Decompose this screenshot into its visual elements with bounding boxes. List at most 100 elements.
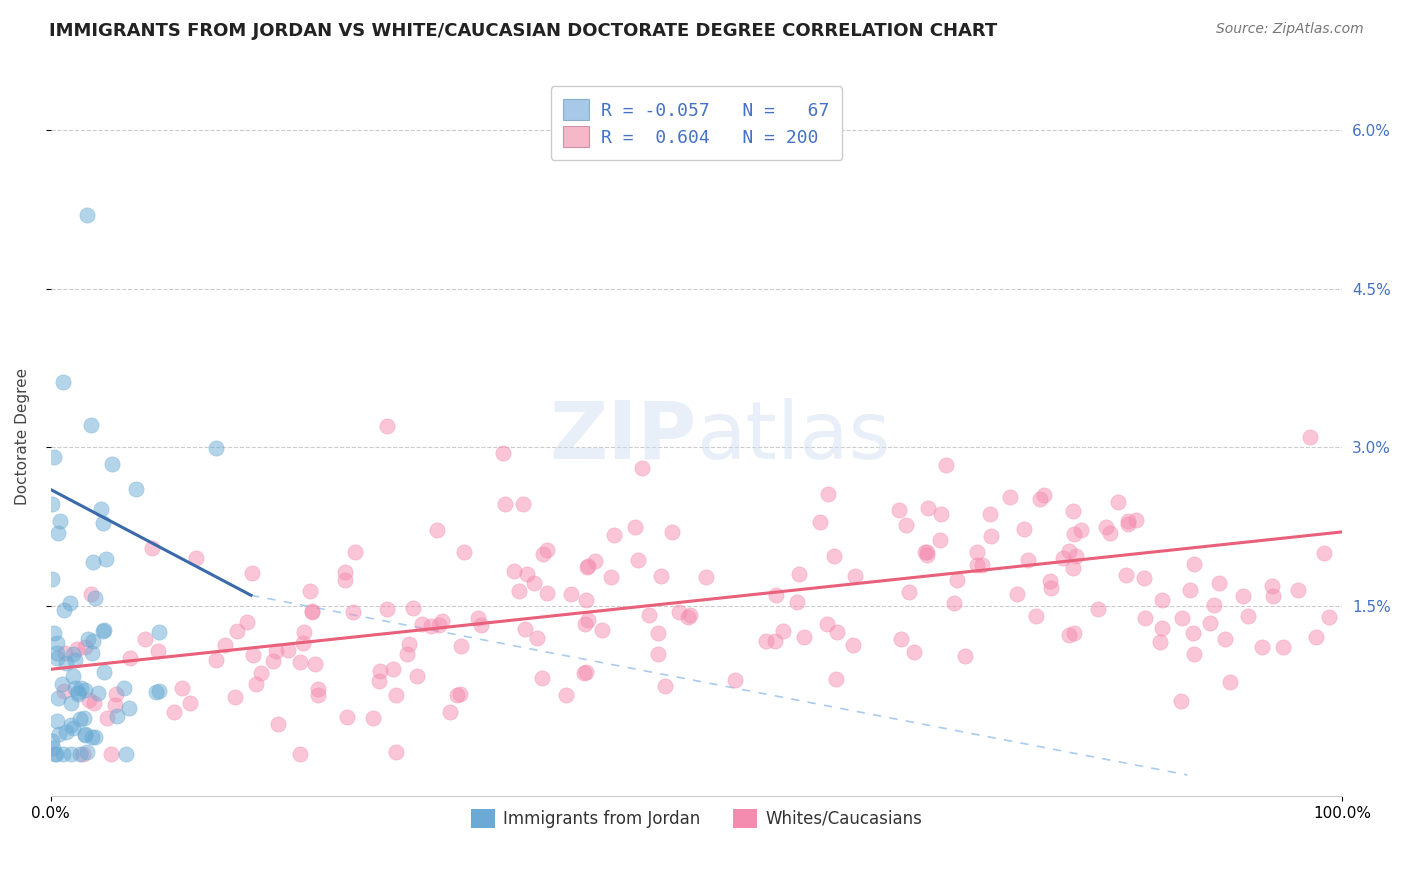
Point [411,617,433,632]
Point [1012,522,1035,536]
Point [1204,599,1226,613]
Point [979,507,1001,521]
Point [184,550,207,565]
Point [793,630,815,644]
Point [1017,553,1039,567]
Point [1063,527,1085,541]
Point [576,613,599,627]
Point [148,684,170,698]
Point [307,681,329,696]
Point [101,458,124,472]
Point [363,711,385,725]
Point [522,575,544,590]
Point [1170,694,1192,708]
Point [583,554,606,568]
Point [59,747,82,761]
Point [903,645,925,659]
Point [1133,571,1156,585]
Point [430,614,453,628]
Point [90,502,112,516]
Point [647,647,669,661]
Point [301,605,323,619]
Point [118,700,141,714]
Point [1182,625,1205,640]
Point [1062,504,1084,518]
Point [179,696,201,710]
Point [1052,550,1074,565]
Point [368,664,391,678]
Point [1116,514,1139,528]
Point [576,560,599,574]
Point [772,624,794,639]
Point [526,631,548,645]
Point [52,375,75,389]
Point [446,688,468,702]
Point [1033,488,1056,502]
Point [1261,579,1284,593]
Point [55,725,77,739]
Point [134,632,156,646]
Point [554,689,576,703]
Point [915,545,938,559]
Point [890,632,912,646]
Point [52,602,75,616]
Point [80,646,103,660]
Point [512,497,534,511]
Point [755,634,778,648]
Point [467,611,489,625]
Point [449,687,471,701]
Point [125,482,148,496]
Point [46,691,69,706]
Point [763,633,786,648]
Point [42,626,65,640]
Point [637,607,659,622]
Point [307,688,329,702]
Point [1208,575,1230,590]
Point [118,650,141,665]
Point [575,593,598,607]
Point [724,673,747,688]
Point [224,690,246,705]
Point [41,497,63,511]
Point [58,597,80,611]
Point [395,648,418,662]
Point [765,588,787,602]
Point [970,558,993,573]
Point [998,490,1021,504]
Point [1251,640,1274,654]
Point [75,726,97,740]
Point [46,651,69,665]
Point [494,497,516,511]
Point [1115,568,1137,582]
Point [842,638,865,652]
Point [226,624,249,639]
Point [333,573,356,587]
Point [1271,640,1294,655]
Point [575,665,598,680]
Point [344,545,367,559]
Point [73,640,96,654]
Point [627,552,650,566]
Point [104,698,127,713]
Point [76,745,98,759]
Point [1098,525,1121,540]
Point [385,745,408,759]
Point [1095,520,1118,534]
Point [1039,581,1062,595]
Point [290,747,312,761]
Point [141,541,163,555]
Point [46,525,69,540]
Point [292,636,315,650]
Point [427,617,450,632]
Point [1125,513,1147,527]
Y-axis label: Doctorate Degree: Doctorate Degree [15,368,30,506]
Point [676,609,699,624]
Point [170,681,193,695]
Point [1087,602,1109,616]
Point [1312,546,1334,560]
Point [695,570,717,584]
Point [1152,621,1174,635]
Point [375,602,398,616]
Point [808,516,831,530]
Point [654,679,676,693]
